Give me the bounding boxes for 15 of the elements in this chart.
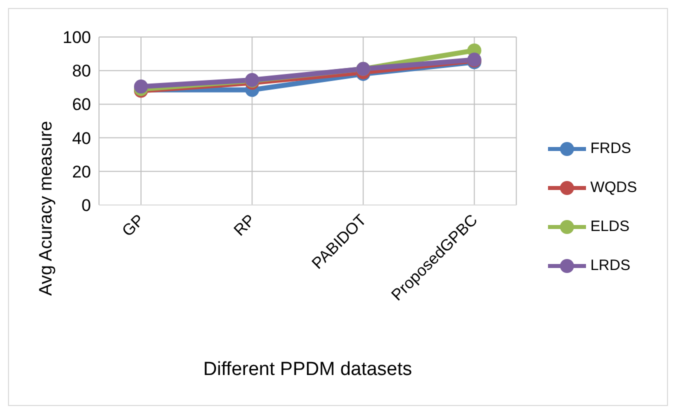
x-tick-label: GP [119,212,148,240]
x-tick-label: RP [231,212,259,240]
legend-label: WQDS [590,179,637,196]
legend-label: FRDS [590,140,632,157]
y-tick-label: 100 [62,28,91,48]
y-tick-label: 40 [72,128,91,148]
point [134,80,148,94]
y-axis-title: Avg Acuracy measure [35,121,56,296]
y-tick-label: 80 [72,62,91,81]
y-tick-label: 60 [72,95,91,114]
legend-label: ELDS [590,218,630,235]
legend-label: LRDS [590,257,630,274]
y-tick-label: 0 [82,196,91,216]
y-tick-label: 20 [72,162,91,182]
x-axis-title: Different PPDM datasets [203,359,412,380]
